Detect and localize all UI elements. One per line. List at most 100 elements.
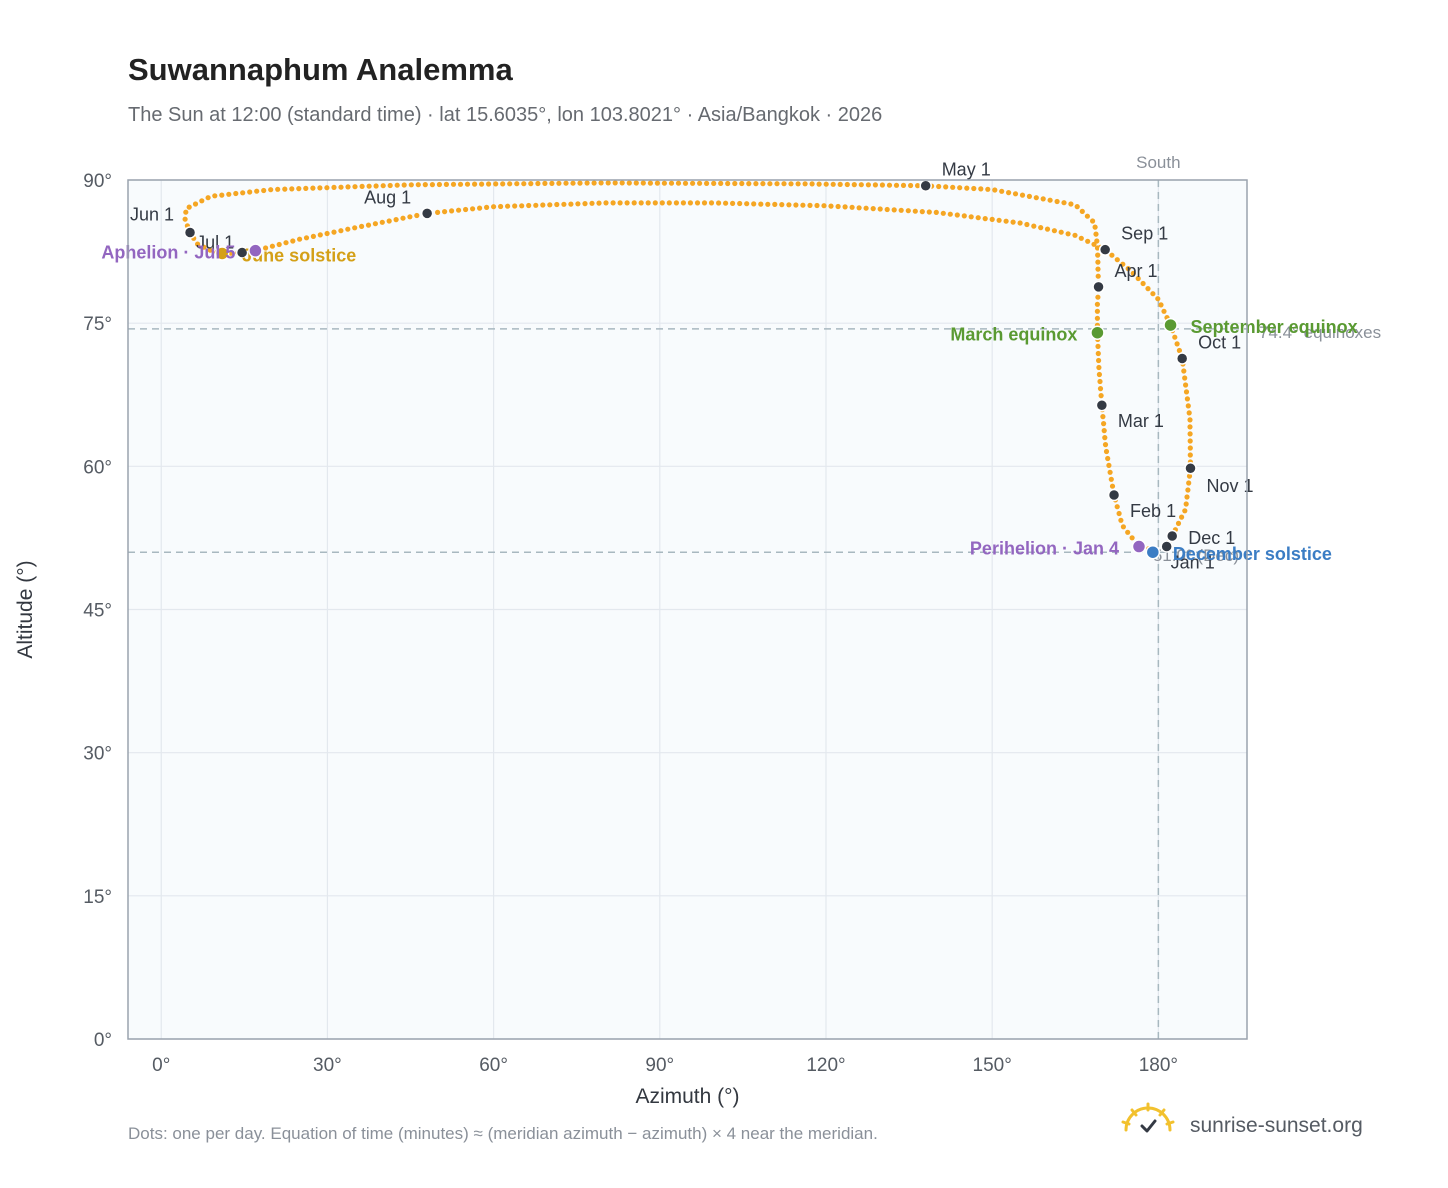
- day-dot: [1094, 301, 1100, 307]
- day-dot: [514, 181, 520, 187]
- day-dot: [940, 210, 946, 216]
- day-dot: [1105, 455, 1111, 462]
- day-dot: [985, 186, 991, 192]
- event-label: December solstice: [1173, 544, 1332, 564]
- day-dot: [947, 211, 953, 217]
- day-dot: [624, 200, 630, 206]
- day-dot: [1078, 235, 1084, 241]
- day-dot: [673, 200, 680, 206]
- event-marker: [1145, 544, 1161, 560]
- day-dot: [718, 180, 724, 186]
- day-dot: [603, 200, 609, 206]
- month-label: Apr 1: [1115, 261, 1158, 281]
- day-dot: [247, 189, 253, 195]
- day-dot: [1068, 201, 1074, 207]
- event-label: Aphelion · Jul 5: [101, 243, 235, 263]
- day-dot: [908, 182, 914, 189]
- brand[interactable]: sunrise-sunset.org: [1120, 1102, 1363, 1148]
- day-dot: [647, 180, 654, 186]
- day-dot: [1125, 529, 1131, 535]
- day-dot: [1026, 193, 1032, 199]
- day-dot: [795, 181, 801, 187]
- day-dot: [528, 181, 534, 187]
- day-dot: [943, 184, 949, 190]
- day-dot: [1092, 224, 1098, 230]
- day-dot: [199, 198, 205, 204]
- day-dot: [317, 185, 323, 191]
- day-dot: [1094, 315, 1100, 321]
- day-dot: [261, 187, 267, 194]
- day-dot: [575, 201, 581, 207]
- plot-frame: [127, 179, 1248, 1040]
- day-dot: [1185, 487, 1191, 493]
- day-dot: [1101, 428, 1107, 434]
- day-dot: [422, 182, 428, 188]
- day-dot: [654, 180, 661, 186]
- day-dot: [1107, 469, 1113, 475]
- day-dot: [207, 247, 213, 253]
- event-marker: [248, 243, 263, 258]
- day-dot: [746, 181, 752, 187]
- month-label: Mar 1: [1118, 411, 1164, 431]
- day-dot: [1129, 535, 1135, 541]
- day-dot: [975, 215, 981, 221]
- day-dot: [800, 202, 806, 208]
- day-dot: [744, 201, 750, 207]
- event-markers: March equinox September equinox June solst…: [101, 243, 1357, 565]
- day-dot: [739, 180, 745, 187]
- day-dot: [195, 241, 201, 247]
- day-dot: [589, 200, 595, 206]
- day-dot: [753, 181, 759, 187]
- day-dot: [519, 203, 525, 209]
- day-dot: [694, 200, 701, 206]
- day-dot: [507, 181, 513, 187]
- day-dot: [687, 200, 694, 206]
- day-dot: [549, 180, 555, 186]
- day-dot: [823, 181, 829, 187]
- day-dot: [554, 201, 560, 208]
- month-marker: [1160, 540, 1173, 553]
- day-dot: [338, 184, 344, 190]
- day-dot: [849, 204, 855, 210]
- day-dot: [1101, 421, 1107, 427]
- day-dot: [1186, 410, 1192, 416]
- month-label: Dec 1: [1188, 528, 1235, 548]
- day-dot: [512, 203, 518, 209]
- day-dot: [1174, 341, 1180, 347]
- event-marker: [1131, 539, 1147, 554]
- day-dot: [905, 208, 911, 214]
- event-marker: [214, 246, 230, 261]
- month-marker: [235, 246, 249, 259]
- day-dot: [961, 213, 967, 219]
- event-label: March equinox: [950, 325, 1077, 345]
- day-dot: [233, 190, 239, 197]
- day-dot: [751, 201, 757, 207]
- day-dot: [1095, 252, 1101, 258]
- day-dot: [317, 232, 323, 238]
- day-dot: [372, 221, 378, 227]
- day-dot: [1114, 257, 1120, 263]
- day-dot: [725, 180, 731, 187]
- day-dot: [365, 222, 372, 228]
- reference-lines: South 74.4° equinoxes 51.0° (Dec): [128, 153, 1381, 1039]
- day-dot: [1183, 389, 1190, 395]
- day-dot: [690, 180, 696, 186]
- day-dot: [584, 180, 590, 186]
- day-dot: [380, 183, 386, 189]
- day-dot: [1095, 273, 1101, 279]
- y-tick-label: 45°: [83, 601, 112, 622]
- day-dot: [450, 181, 457, 187]
- day-dot: [1108, 476, 1114, 482]
- day-dot: [835, 203, 841, 210]
- day-dot: [1006, 190, 1012, 196]
- day-dot: [275, 186, 281, 192]
- y-tick-label: 60°: [83, 457, 112, 478]
- day-dot: [1130, 270, 1136, 276]
- day-dot: [1103, 448, 1110, 455]
- month-marker: [1092, 280, 1105, 294]
- chart-subtitle: The Sun at 12:00 (standard time) · lat 1…: [128, 104, 883, 126]
- day-dot: [964, 185, 970, 191]
- day-dot: [1187, 431, 1193, 437]
- day-dot: [893, 182, 900, 188]
